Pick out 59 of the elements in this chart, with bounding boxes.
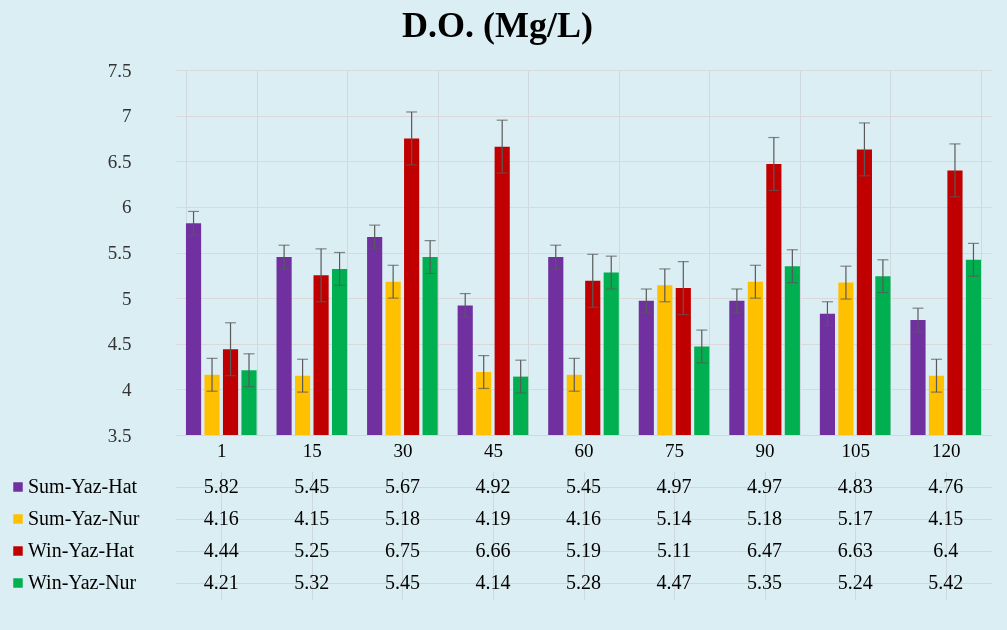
data-label: 5.11 bbox=[656, 539, 692, 561]
data-label: 5.82 bbox=[203, 475, 239, 497]
x-tick-label: 75 bbox=[665, 439, 685, 461]
data-label: 6.75 bbox=[384, 539, 420, 561]
y-tick-label: 5 bbox=[122, 287, 132, 309]
data-label: 5.18 bbox=[747, 507, 783, 529]
x-tick-label: 15 bbox=[302, 439, 322, 461]
data-label: 4.97 bbox=[747, 475, 783, 497]
x-tick-label: 30 bbox=[393, 439, 413, 461]
y-tick-label: 4 bbox=[122, 378, 132, 400]
data-label: 4.15 bbox=[928, 507, 964, 529]
data-label: 4.47 bbox=[656, 571, 692, 593]
x-tick-label: 60 bbox=[574, 439, 594, 461]
data-label: 5.45 bbox=[294, 475, 330, 497]
legend-label: Win-Yaz-Hat bbox=[28, 539, 135, 561]
x-tick-label: 1 bbox=[217, 439, 227, 461]
data-label: 4.76 bbox=[928, 475, 964, 497]
legend-label: Sum-Yaz-Nur bbox=[28, 507, 140, 529]
data-label: 5.45 bbox=[384, 571, 420, 593]
data-label: 4.97 bbox=[656, 475, 692, 497]
data-label: 5.35 bbox=[747, 571, 783, 593]
data-label: 4.92 bbox=[475, 475, 511, 497]
data-label: 5.42 bbox=[928, 571, 964, 593]
y-tick-label: 7 bbox=[122, 105, 132, 127]
data-label: 6.47 bbox=[747, 539, 783, 561]
legend-label: Win-Yaz-Nur bbox=[28, 571, 137, 593]
data-label: 5.24 bbox=[837, 571, 873, 593]
data-label: 5.18 bbox=[384, 507, 420, 529]
y-tick-label: 5.5 bbox=[107, 242, 132, 263]
data-label: 4.16 bbox=[203, 507, 239, 529]
data-label: 4.19 bbox=[475, 507, 511, 529]
y-tick-label: 6 bbox=[122, 196, 132, 218]
x-tick-label: 105 bbox=[841, 439, 870, 461]
data-label: 4.83 bbox=[837, 475, 873, 497]
data-label: 5.14 bbox=[656, 507, 692, 529]
data-label: 4.44 bbox=[203, 539, 239, 561]
legend-label: Sum-Yaz-Hat bbox=[28, 475, 138, 497]
x-tick-label: 120 bbox=[931, 439, 961, 461]
y-tick-label: 4.5 bbox=[107, 333, 132, 355]
data-label: 5.25 bbox=[294, 539, 330, 561]
x-tick-label: 90 bbox=[755, 439, 775, 461]
y-tick-label: 7.5 bbox=[107, 59, 132, 81]
data-label: 5.17 bbox=[837, 507, 873, 529]
data-label: 6.66 bbox=[475, 539, 511, 561]
data-label: 5.67 bbox=[384, 475, 420, 497]
chart-title: D.O. (Mg/L) bbox=[402, 5, 593, 45]
data-label: 4.21 bbox=[203, 571, 239, 593]
data-label: 6.63 bbox=[837, 539, 873, 561]
data-label: 4.15 bbox=[294, 507, 330, 529]
data-label: 4.16 bbox=[566, 507, 601, 529]
data-label: 5.32 bbox=[294, 571, 330, 593]
x-tick-label: 45 bbox=[483, 439, 503, 461]
y-tick-label: 6.5 bbox=[107, 150, 132, 172]
y-tick-label: 3.5 bbox=[107, 424, 132, 446]
data-label: 5.28 bbox=[566, 571, 601, 593]
data-label: 6.4 bbox=[933, 539, 959, 561]
data-label: 5.45 bbox=[566, 475, 601, 497]
data-label: 5.19 bbox=[566, 539, 601, 561]
data-label: 4.14 bbox=[475, 571, 511, 593]
